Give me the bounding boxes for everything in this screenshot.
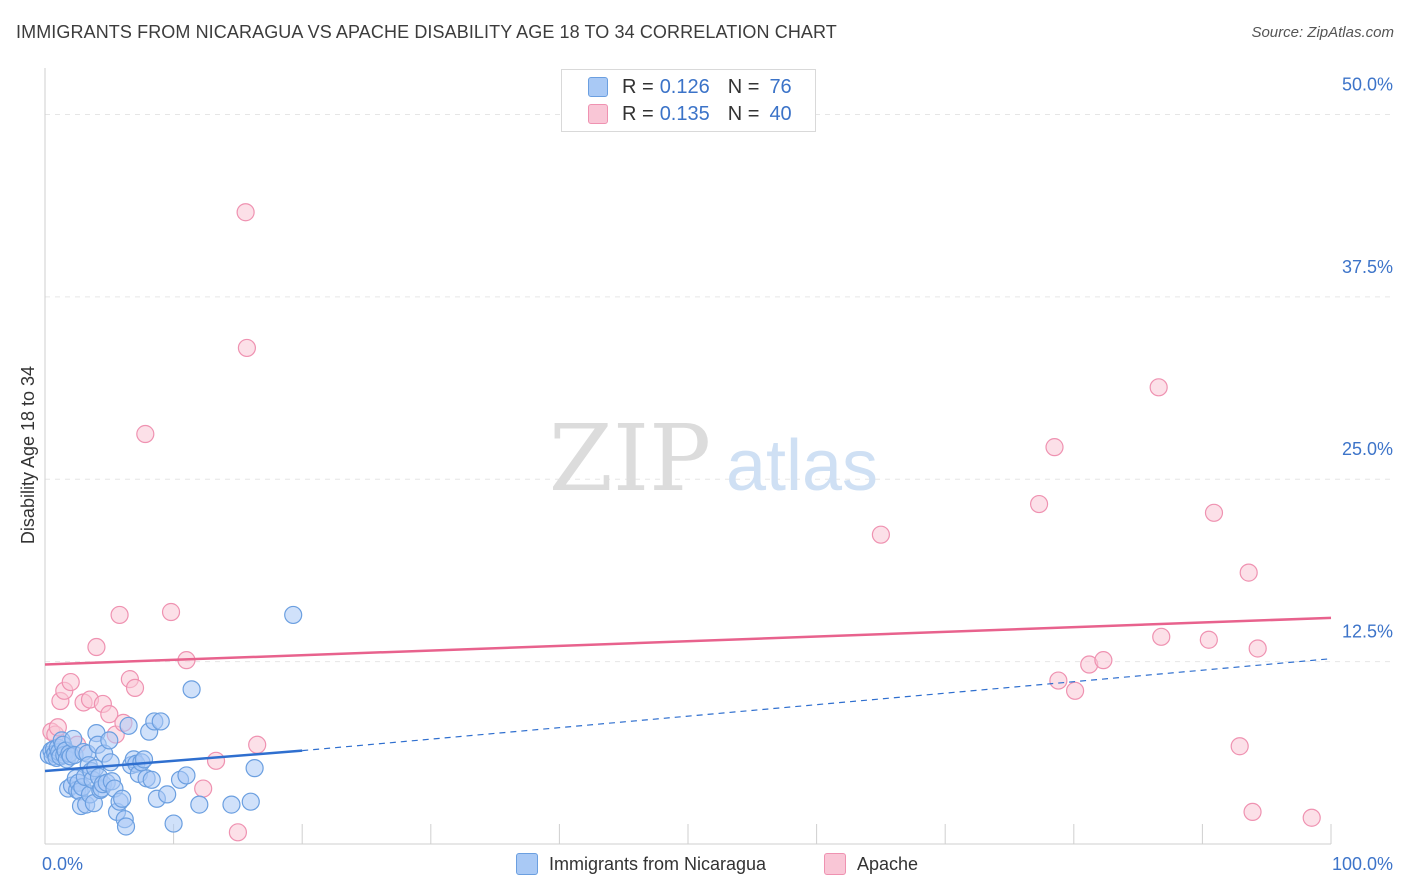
apache-point — [248, 735, 267, 754]
y-tick-label: 37.5% — [1342, 257, 1393, 277]
legend-n-label: N = — [727, 75, 760, 98]
legend-r-value: 0.126 — [659, 75, 710, 98]
legend-swatch-apache — [588, 104, 608, 124]
nicaragua-trend-extension — [302, 658, 1332, 752]
apache-point — [1302, 808, 1321, 827]
apache-point — [61, 672, 80, 692]
apache-point — [110, 605, 129, 625]
legend-row-apache: R = 0.135 N = 40 — [588, 102, 792, 126]
nicaragua-point — [284, 605, 303, 625]
apache-point — [100, 705, 119, 724]
axis-labels: Disability Age 18 to 34 — [18, 366, 38, 544]
apache-trend-line — [44, 616, 1332, 666]
apache-point — [1152, 627, 1171, 646]
legend-n-value: 40 — [769, 102, 792, 125]
nicaragua-point — [158, 785, 177, 804]
watermark: ZIP atlas — [549, 405, 878, 512]
bottom-legend-label-nicaragua: Immigrants from Nicaragua — [549, 853, 767, 874]
bottom-legend-swatch-apache — [824, 853, 846, 875]
nicaragua-point — [100, 731, 119, 750]
y-tick-label: 25.0% — [1342, 439, 1393, 459]
nicaragua-trend-line — [44, 749, 303, 773]
apache-point — [237, 338, 257, 358]
nicaragua-point — [182, 680, 201, 699]
legend-r-value: 0.135 — [659, 102, 710, 125]
axes: 12.5% 25.0% 37.5% 50.0% 0.0% 100.0% — [42, 68, 1393, 874]
apache-point — [1045, 438, 1064, 457]
bottom-legend-swatch-nicaragua — [516, 853, 538, 875]
bottom-legend-apache: Apache — [824, 851, 918, 877]
watermark-atlas: atlas — [726, 426, 878, 506]
chart-title: IMMIGRANTS FROM NICARAGUA VS APACHE DISA… — [16, 22, 837, 42]
apache-point — [1065, 681, 1085, 700]
nicaragua-point — [119, 716, 138, 735]
nicaragua-point — [142, 770, 161, 789]
stats-legend: R = 0.126 N = 76 R = 0.135 N = 40 — [561, 69, 816, 132]
nicaragua-point — [113, 789, 132, 808]
nicaragua-point — [101, 753, 120, 772]
apache-point — [1248, 639, 1267, 658]
apache-point — [236, 203, 255, 222]
nicaragua-point — [116, 817, 136, 836]
apache-point — [1243, 802, 1262, 822]
apache-point — [87, 637, 106, 657]
nicaragua-point — [222, 795, 241, 814]
bottom-legend-nicaragua: Immigrants from Nicaragua — [516, 851, 766, 877]
legend-r-label: R = — [622, 75, 654, 98]
x-tick-label: 100.0% — [1332, 854, 1393, 874]
apache-point — [1094, 651, 1113, 670]
apache-point — [1239, 563, 1258, 582]
y-axis-label: Disability Age 18 to 34 — [18, 366, 38, 544]
apache-point — [1049, 671, 1068, 690]
nicaragua-point — [164, 814, 183, 833]
apache-point — [1199, 630, 1218, 649]
apache-point — [194, 779, 213, 798]
legend-n-value: 76 — [769, 75, 792, 98]
bottom-legend-label-apache: Apache — [857, 853, 919, 874]
apache-points — [42, 203, 1321, 842]
nicaragua-points — [39, 605, 303, 836]
trend-lines — [44, 616, 1332, 773]
watermark-zip: ZIP — [549, 405, 711, 512]
nicaragua-point — [245, 759, 264, 778]
legend-r-label: R = — [622, 102, 654, 125]
nicaragua-point — [151, 712, 170, 731]
apache-point — [136, 424, 155, 444]
apache-point — [871, 525, 891, 544]
nicaragua-point — [190, 795, 209, 814]
nicaragua-point — [241, 792, 260, 811]
apache-point — [1204, 503, 1224, 522]
legend-swatch-nicaragua — [588, 77, 608, 97]
apache-point — [125, 678, 145, 697]
gridlines — [45, 113, 1392, 663]
x-tick-label: 0.0% — [42, 854, 83, 874]
y-tick-label: 12.5% — [1342, 622, 1393, 642]
source-credit: Source: ZipAtlas.com — [1251, 24, 1394, 41]
apache-point — [1230, 737, 1249, 756]
legend-n-label: N = — [727, 102, 760, 125]
legend-row-nicaragua: R = 0.126 N = 76 — [588, 75, 792, 99]
apache-point — [161, 602, 181, 622]
y-tick-label: 50.0% — [1342, 74, 1393, 94]
apache-point — [1029, 494, 1049, 514]
apache-point — [1149, 378, 1168, 397]
nicaragua-point — [134, 750, 154, 769]
apache-point — [228, 823, 247, 842]
nicaragua-point — [177, 766, 196, 785]
apache-point — [206, 751, 226, 770]
